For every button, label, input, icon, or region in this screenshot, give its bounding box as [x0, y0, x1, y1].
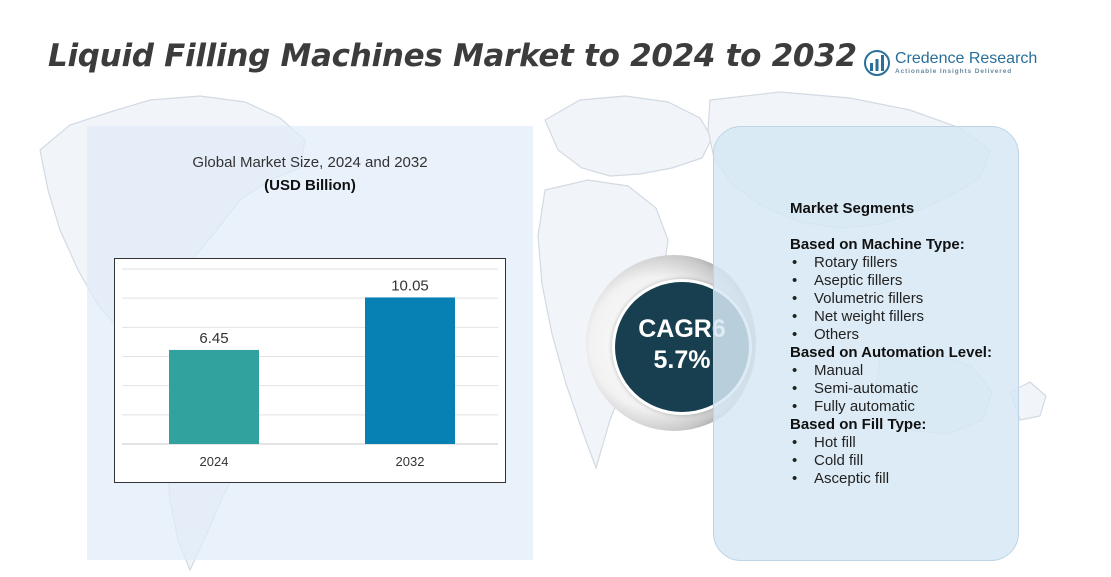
- segment-list: ManualSemi-automaticFully automatic: [790, 362, 1015, 416]
- chart-subtitle: (USD Billion): [264, 177, 356, 194]
- segment-item: Aseptic fillers: [790, 272, 1015, 290]
- cagr-value: 5.7%: [653, 346, 711, 374]
- segment-heading: Based on Machine Type:: [790, 236, 965, 253]
- segments-title: Market Segments: [790, 200, 915, 217]
- segment-heading: Based on Automation Level:: [790, 344, 992, 361]
- chart-title: Global Market Size, 2024 and 2032: [192, 154, 428, 171]
- brand-tagline: Actionable Insights Delivered: [895, 68, 1013, 75]
- x-tick-label: 2032: [396, 454, 425, 469]
- segment-item: Asceptic fill: [790, 470, 1015, 488]
- segment-item: Cold fill: [790, 452, 1015, 470]
- segments-content: Market Segments Based on Machine Type:Ro…: [790, 200, 1015, 488]
- market-size-panel: Global Market Size, 2024 and 2032 (USD B…: [87, 126, 533, 560]
- segment-item: Hot fill: [790, 434, 1015, 452]
- segment-list: Rotary fillersAseptic fillersVolumetric …: [790, 254, 1015, 344]
- segment-item: Others: [790, 326, 1015, 344]
- market-segments-panel: Market Segments Based on Machine Type:Ro…: [713, 126, 1019, 561]
- segment-item: Fully automatic: [790, 398, 1015, 416]
- segment-list: Hot fillCold fillAsceptic fill: [790, 434, 1015, 488]
- segment-item: Rotary fillers: [790, 254, 1015, 272]
- bar-2024: [169, 349, 259, 444]
- x-tick-label: 2024: [200, 454, 229, 469]
- brand-logo: Credence Research Actionable Insights De…: [864, 48, 1038, 80]
- bar-value-label: 10.05: [391, 277, 429, 294]
- segment-item: Net weight fillers: [790, 308, 1015, 326]
- brand-name: Credence Research: [895, 50, 1038, 67]
- segment-heading: Based on Fill Type:: [790, 416, 927, 433]
- segment-item: Semi-automatic: [790, 380, 1015, 398]
- segment-item: Manual: [790, 362, 1015, 380]
- cagr-label: CAGR6: [638, 315, 726, 343]
- bar-2032: [365, 297, 455, 444]
- market-size-bar-chart: 6.45 2024 10.05 2032: [114, 258, 506, 483]
- page-title: Liquid Filling Machines Market to 2024 t…: [48, 38, 857, 74]
- segment-item: Volumetric fillers: [790, 290, 1015, 308]
- bar-value-label: 6.45: [199, 330, 228, 347]
- bar-chart-globe-icon: [864, 50, 890, 76]
